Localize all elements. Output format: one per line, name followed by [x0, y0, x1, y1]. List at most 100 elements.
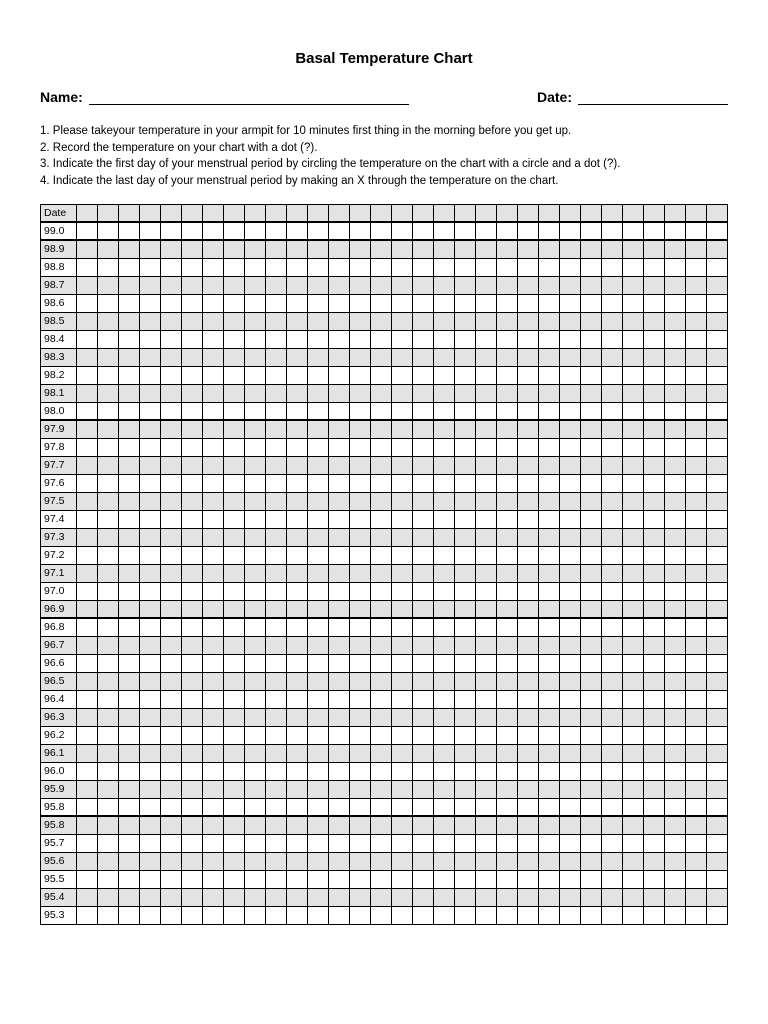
chart-data-cell[interactable] [686, 546, 707, 564]
chart-data-cell[interactable] [413, 708, 434, 726]
chart-data-cell[interactable] [161, 492, 182, 510]
chart-data-cell[interactable] [644, 312, 665, 330]
chart-data-cell[interactable] [245, 294, 266, 312]
chart-data-cell[interactable] [329, 852, 350, 870]
chart-data-cell[interactable] [329, 222, 350, 240]
chart-data-cell[interactable] [161, 726, 182, 744]
chart-data-cell[interactable] [707, 744, 728, 762]
chart-data-cell[interactable] [644, 852, 665, 870]
chart-data-cell[interactable] [224, 672, 245, 690]
chart-data-cell[interactable] [686, 510, 707, 528]
chart-data-cell[interactable] [665, 348, 686, 366]
chart-data-cell[interactable] [98, 690, 119, 708]
chart-data-cell[interactable] [98, 510, 119, 528]
chart-data-cell[interactable] [581, 600, 602, 618]
chart-data-cell[interactable] [140, 672, 161, 690]
chart-data-cell[interactable] [602, 510, 623, 528]
chart-data-cell[interactable] [602, 744, 623, 762]
chart-data-cell[interactable] [455, 402, 476, 420]
chart-data-cell[interactable] [539, 474, 560, 492]
chart-data-cell[interactable] [329, 798, 350, 816]
chart-data-cell[interactable] [623, 654, 644, 672]
chart-data-cell[interactable] [98, 474, 119, 492]
chart-data-cell[interactable] [77, 546, 98, 564]
chart-data-cell[interactable] [245, 636, 266, 654]
chart-data-cell[interactable] [665, 330, 686, 348]
chart-data-cell[interactable] [245, 672, 266, 690]
chart-data-cell[interactable] [476, 816, 497, 834]
chart-data-cell[interactable] [560, 384, 581, 402]
chart-data-cell[interactable] [308, 888, 329, 906]
chart-data-cell[interactable] [623, 420, 644, 438]
chart-data-cell[interactable] [350, 852, 371, 870]
chart-data-cell[interactable] [203, 762, 224, 780]
chart-data-cell[interactable] [644, 906, 665, 924]
chart-data-cell[interactable] [350, 402, 371, 420]
chart-data-cell[interactable] [182, 438, 203, 456]
chart-data-cell[interactable] [245, 348, 266, 366]
chart-data-cell[interactable] [581, 780, 602, 798]
chart-data-cell[interactable] [371, 474, 392, 492]
chart-data-cell[interactable] [392, 870, 413, 888]
chart-data-cell[interactable] [119, 870, 140, 888]
chart-data-cell[interactable] [392, 546, 413, 564]
chart-data-cell[interactable] [161, 276, 182, 294]
chart-data-cell[interactable] [434, 312, 455, 330]
chart-data-cell[interactable] [518, 870, 539, 888]
chart-data-cell[interactable] [434, 888, 455, 906]
chart-data-cell[interactable] [392, 330, 413, 348]
chart-date-cell[interactable] [665, 204, 686, 222]
chart-data-cell[interactable] [497, 348, 518, 366]
chart-data-cell[interactable] [539, 852, 560, 870]
chart-data-cell[interactable] [182, 258, 203, 276]
chart-data-cell[interactable] [140, 582, 161, 600]
chart-data-cell[interactable] [287, 852, 308, 870]
chart-data-cell[interactable] [539, 906, 560, 924]
chart-data-cell[interactable] [161, 708, 182, 726]
chart-data-cell[interactable] [665, 816, 686, 834]
chart-data-cell[interactable] [455, 528, 476, 546]
chart-data-cell[interactable] [287, 546, 308, 564]
chart-data-cell[interactable] [539, 258, 560, 276]
chart-data-cell[interactable] [539, 546, 560, 564]
chart-data-cell[interactable] [287, 276, 308, 294]
chart-data-cell[interactable] [98, 492, 119, 510]
chart-data-cell[interactable] [266, 438, 287, 456]
chart-data-cell[interactable] [287, 726, 308, 744]
chart-data-cell[interactable] [623, 870, 644, 888]
chart-data-cell[interactable] [287, 672, 308, 690]
chart-data-cell[interactable] [623, 402, 644, 420]
chart-data-cell[interactable] [350, 276, 371, 294]
chart-data-cell[interactable] [644, 510, 665, 528]
chart-data-cell[interactable] [665, 294, 686, 312]
chart-data-cell[interactable] [602, 852, 623, 870]
chart-data-cell[interactable] [245, 654, 266, 672]
chart-data-cell[interactable] [77, 564, 98, 582]
chart-data-cell[interactable] [686, 744, 707, 762]
chart-data-cell[interactable] [434, 600, 455, 618]
chart-data-cell[interactable] [707, 726, 728, 744]
chart-data-cell[interactable] [581, 348, 602, 366]
chart-date-cell[interactable] [560, 204, 581, 222]
chart-data-cell[interactable] [224, 690, 245, 708]
chart-data-cell[interactable] [266, 402, 287, 420]
chart-data-cell[interactable] [434, 366, 455, 384]
chart-data-cell[interactable] [140, 870, 161, 888]
chart-data-cell[interactable] [245, 438, 266, 456]
chart-data-cell[interactable] [350, 438, 371, 456]
chart-data-cell[interactable] [455, 582, 476, 600]
chart-data-cell[interactable] [686, 348, 707, 366]
chart-data-cell[interactable] [182, 600, 203, 618]
chart-data-cell[interactable] [140, 618, 161, 636]
chart-data-cell[interactable] [287, 816, 308, 834]
chart-data-cell[interactable] [266, 546, 287, 564]
chart-data-cell[interactable] [224, 402, 245, 420]
chart-data-cell[interactable] [161, 474, 182, 492]
chart-data-cell[interactable] [539, 762, 560, 780]
chart-data-cell[interactable] [392, 618, 413, 636]
chart-data-cell[interactable] [455, 834, 476, 852]
chart-data-cell[interactable] [686, 528, 707, 546]
chart-data-cell[interactable] [203, 348, 224, 366]
chart-data-cell[interactable] [602, 870, 623, 888]
chart-data-cell[interactable] [224, 870, 245, 888]
